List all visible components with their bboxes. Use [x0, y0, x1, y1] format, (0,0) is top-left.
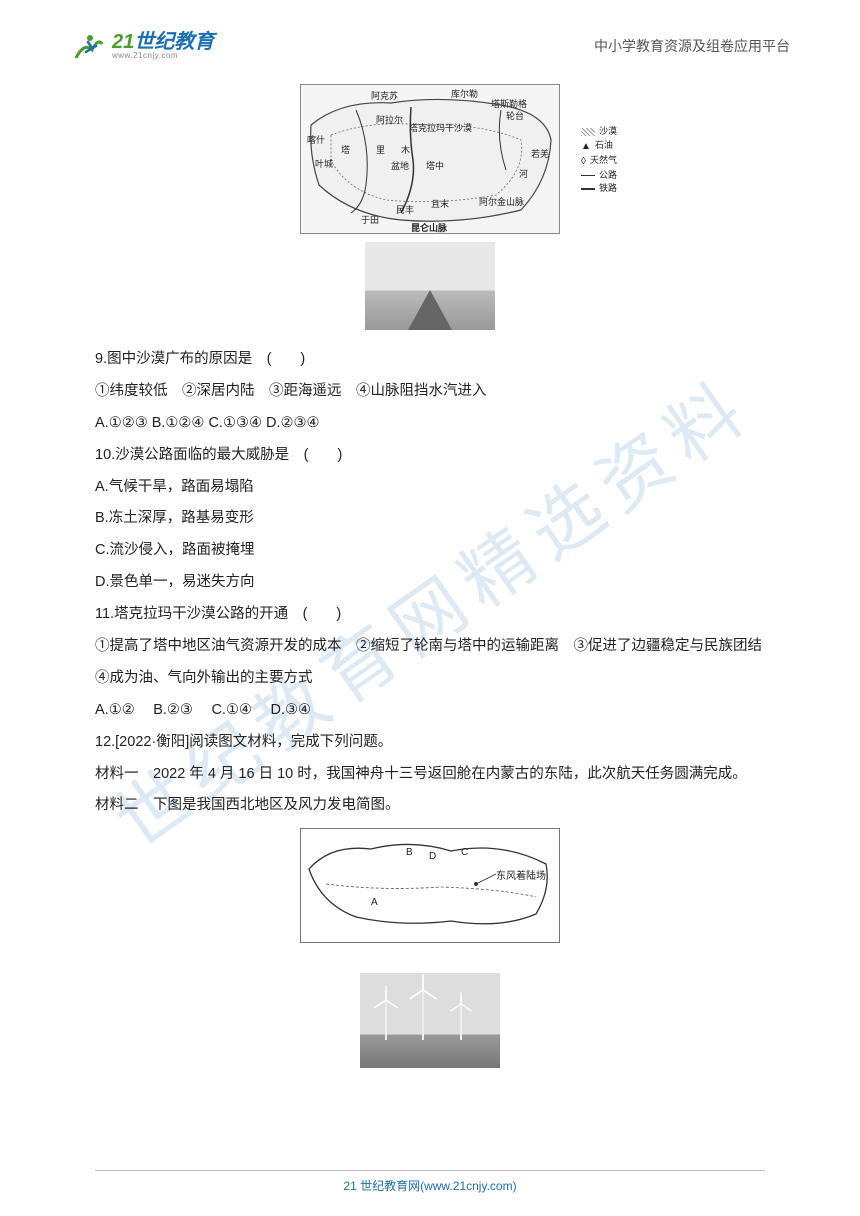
- road-shape-icon: [408, 290, 452, 330]
- q9-stem: 9.图中沙漠广布的原因是 ( ): [95, 344, 765, 376]
- header-platform-text: 中小学教育资源及组卷应用平台: [594, 36, 790, 56]
- map2-outline-icon: [301, 829, 561, 944]
- logo-url: www.21cnjy.com: [112, 52, 214, 60]
- q10-opt-b: B.冻土深厚，路基易变形: [95, 503, 765, 535]
- legend-label: 石油: [595, 139, 613, 153]
- map-label: 于田: [361, 213, 379, 226]
- q11-stem: 11.塔克拉玛干沙漠公路的开通 ( ): [95, 599, 765, 631]
- legend-swatch-desert-icon: [581, 128, 595, 136]
- map-label: 塔克拉玛干沙漠: [409, 121, 472, 134]
- map-label: 河: [519, 167, 528, 180]
- q12-material-1: 材料一 2022 年 4 月 16 日 10 时，我国神舟十三号返回舱在内蒙古的…: [95, 759, 765, 791]
- map-label: 昆仑山脉: [411, 221, 447, 234]
- map-label: 盆地: [391, 159, 409, 172]
- map-label: 轮台: [506, 109, 524, 122]
- map-label: 喀什: [307, 133, 325, 146]
- wind-turbine-icon: [385, 990, 387, 1040]
- map-label: 塔中: [426, 159, 444, 172]
- map-legend: 沙漠 ▲ 石油 ◊ 天然气 公路 铁路: [581, 125, 617, 196]
- logo-text: 21世纪教育 www.21cnjy.com: [112, 32, 214, 60]
- map-label: 阿尔金山脉: [479, 195, 524, 208]
- page-footer: 21 世纪教育网(www.21cnjy.com): [95, 1170, 765, 1194]
- wind-turbine-photo: [360, 973, 500, 1068]
- q9-items: ①纬度较低 ②深居内陆 ③距海遥远 ④山脉阻挡水汽进入: [95, 376, 765, 408]
- map-label: 阿拉尔: [376, 113, 403, 126]
- map-label: 塔: [341, 143, 350, 156]
- site-logo: 21世纪教育 www.21cnjy.com: [70, 28, 214, 64]
- tarim-basin-map: 阿克苏 库尔勒 塔斯勒格 阿拉尔 塔克拉玛干沙漠 轮台 喀什 叶城 塔 里 木 …: [300, 84, 560, 234]
- map-label: 库尔勒: [451, 87, 478, 100]
- legend-road-icon: [581, 175, 595, 176]
- map-label: 若羌: [531, 147, 549, 160]
- page-header: 21世纪教育 www.21cnjy.com 中小学教育资源及组卷应用平台: [0, 0, 860, 74]
- main-content: 阿克苏 库尔勒 塔斯勒格 阿拉尔 塔克拉玛干沙漠 轮台 喀什 叶城 塔 里 木 …: [0, 74, 860, 1068]
- logo-runner-icon: [70, 28, 106, 64]
- map-label: 阿克苏: [371, 89, 398, 102]
- map-label: 且末: [431, 197, 449, 210]
- map-label: 木: [401, 143, 410, 156]
- legend-label: 公路: [599, 169, 617, 183]
- northwest-china-map: 东风着陆场 A B C D: [300, 828, 560, 943]
- legend-oil-icon: ▲: [581, 139, 591, 154]
- q10-opt-c: C.流沙侵入，路面被掩埋: [95, 535, 765, 567]
- q10-opt-d: D.景色单一，易迷失方向: [95, 567, 765, 599]
- legend-label: 沙漠: [599, 125, 617, 139]
- q11-items: ①提高了塔中地区油气资源开发的成本 ②缩短了轮南与塔中的运输距离 ③促进了边疆稳…: [95, 631, 765, 695]
- map2-label-d: D: [429, 851, 436, 862]
- wind-turbine-icon: [422, 982, 424, 1040]
- map-label: 里: [376, 143, 385, 156]
- map2-label-b: B: [406, 847, 413, 858]
- map-label: 叶城: [315, 157, 333, 170]
- map2-label: 东风着陆场: [496, 867, 546, 882]
- legend-rail-icon: [581, 188, 595, 190]
- q10-opt-a: A.气候干旱，路面易塌陷: [95, 472, 765, 504]
- map2-label-a: A: [371, 897, 378, 908]
- logo-num: 21: [112, 31, 134, 53]
- wind-turbine-icon: [460, 996, 462, 1040]
- legend-label: 天然气: [590, 154, 617, 168]
- q12-material-2: 材料二 下图是我国西北地区及风力发电简图。: [95, 790, 765, 822]
- map-label: 民丰: [396, 203, 414, 216]
- q11-options: A.①② B.②③ C.①④ D.③④: [95, 695, 765, 727]
- legend-gas-icon: ◊: [581, 154, 586, 169]
- legend-label: 铁路: [599, 182, 617, 196]
- q12-stem: 12.[2022·衡阳]阅读图文材料，完成下列问题。: [95, 727, 765, 759]
- logo-cn: 世纪教育: [134, 31, 214, 53]
- map2-label-c: C: [461, 847, 468, 858]
- q9-options: A.①②③ B.①②④ C.①③④ D.②③④: [95, 408, 765, 440]
- q10-stem: 10.沙漠公路面临的最大威胁是 ( ): [95, 440, 765, 472]
- desert-road-photo: [365, 242, 495, 330]
